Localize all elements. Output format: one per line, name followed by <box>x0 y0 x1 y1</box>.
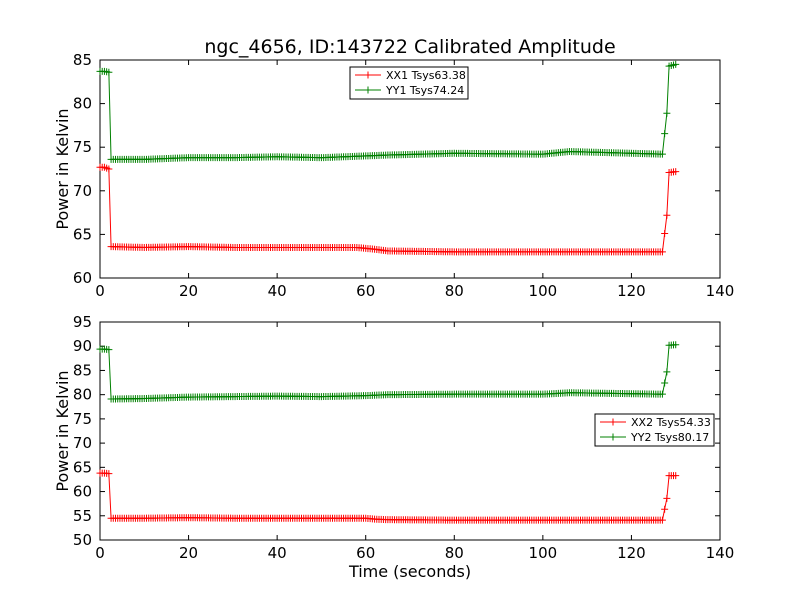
plot-frame <box>99 321 721 541</box>
y-tick-label: 50 <box>73 531 92 549</box>
y-tick-label: 85 <box>73 51 92 69</box>
y-axis-label: Power in Kelvin <box>53 108 72 229</box>
x-tick-label: 80 <box>445 544 464 562</box>
data-point-marker <box>663 368 671 376</box>
legend: XX2 Tsys54.33 YY2 Tsys80.17 <box>594 413 715 447</box>
series-2 <box>96 60 680 163</box>
y-tick-label: 60 <box>73 483 92 501</box>
data-point-marker <box>658 248 666 256</box>
series-2 <box>96 341 680 403</box>
y-tick-label: 65 <box>73 225 92 243</box>
data-point-marker <box>658 516 666 524</box>
data-point-marker <box>661 230 669 238</box>
x-tick-label: 140 <box>706 282 735 300</box>
legend-marker <box>609 433 617 441</box>
y-tick-label: 85 <box>73 361 92 379</box>
legend-box <box>594 413 715 447</box>
y-tick-label: 95 <box>73 313 92 331</box>
subplot-2: 0 20 40 60 80 100 120 140 50 55 60 65 70 75 80 85 90 95 Po… <box>53 313 734 581</box>
y-tick-label: 75 <box>73 410 92 428</box>
y-tick-label: 90 <box>73 337 92 355</box>
data-point-marker <box>661 130 669 138</box>
x-tick-label: 120 <box>617 544 646 562</box>
data-point-marker <box>672 472 680 480</box>
legend-marker <box>609 418 617 426</box>
data-point-marker <box>661 379 669 387</box>
data-point-marker <box>672 341 680 349</box>
x-tick-label: 20 <box>179 544 198 562</box>
y-tick-label: 65 <box>73 458 92 476</box>
x-tick-label: 100 <box>529 282 558 300</box>
data-point-marker <box>672 168 680 176</box>
legend-marker <box>364 86 372 94</box>
legend-label: YY2 Tsys80.17 <box>630 431 709 444</box>
series-1 <box>96 163 680 256</box>
data-point-marker <box>661 505 669 513</box>
y-tick-label: 75 <box>73 138 92 156</box>
legend: XX1 Tsys63.38 YY1 Tsys74.24 <box>349 66 469 100</box>
x-tick-label: 120 <box>617 282 646 300</box>
x-tick-label: 0 <box>95 282 105 300</box>
data-point-marker <box>105 165 113 173</box>
x-tick-label: 40 <box>268 282 287 300</box>
y-tick-label: 80 <box>73 95 92 113</box>
data-point-marker <box>672 60 680 68</box>
legend-box <box>349 66 469 100</box>
legend-label: XX1 Tsys63.38 <box>386 69 466 82</box>
y-tick-label: 60 <box>73 269 92 287</box>
y-tick-label: 80 <box>73 386 92 404</box>
x-tick-label: 20 <box>179 282 198 300</box>
figure-title: ngc_4656, ID:143722 Calibrated Amplitude <box>204 36 615 58</box>
x-tick-label: 80 <box>445 282 464 300</box>
data-point-marker <box>658 390 666 398</box>
data-point-marker <box>105 470 113 478</box>
y-axis-label: Power in Kelvin <box>53 370 72 491</box>
legend-label: YY1 Tsys74.24 <box>385 84 464 97</box>
y-tick-label: 70 <box>73 434 92 452</box>
x-tick-label: 60 <box>356 282 375 300</box>
x-tick-label: 60 <box>356 544 375 562</box>
data-point-marker <box>658 150 666 158</box>
data-point-marker <box>663 211 671 219</box>
x-tick-label: 140 <box>706 544 735 562</box>
data-point-marker <box>105 346 113 354</box>
x-tick-label: 40 <box>268 544 287 562</box>
legend-marker <box>364 71 372 79</box>
x-tick-label: 100 <box>529 544 558 562</box>
x-tick-label: 0 <box>95 544 105 562</box>
x-axis-label: Time (seconds) <box>348 562 471 581</box>
series-1 <box>96 469 680 524</box>
y-tick-label: 55 <box>73 507 92 525</box>
legend-label: XX2 Tsys54.33 <box>631 416 711 429</box>
subplot-1: 0 20 40 60 80 100 120 140 60 65 70 75 80 85 Power in K… <box>53 51 734 300</box>
data-point-marker <box>663 494 671 502</box>
y-tick-label: 70 <box>73 182 92 200</box>
data-point-marker <box>105 68 113 76</box>
data-point-marker <box>663 109 671 117</box>
